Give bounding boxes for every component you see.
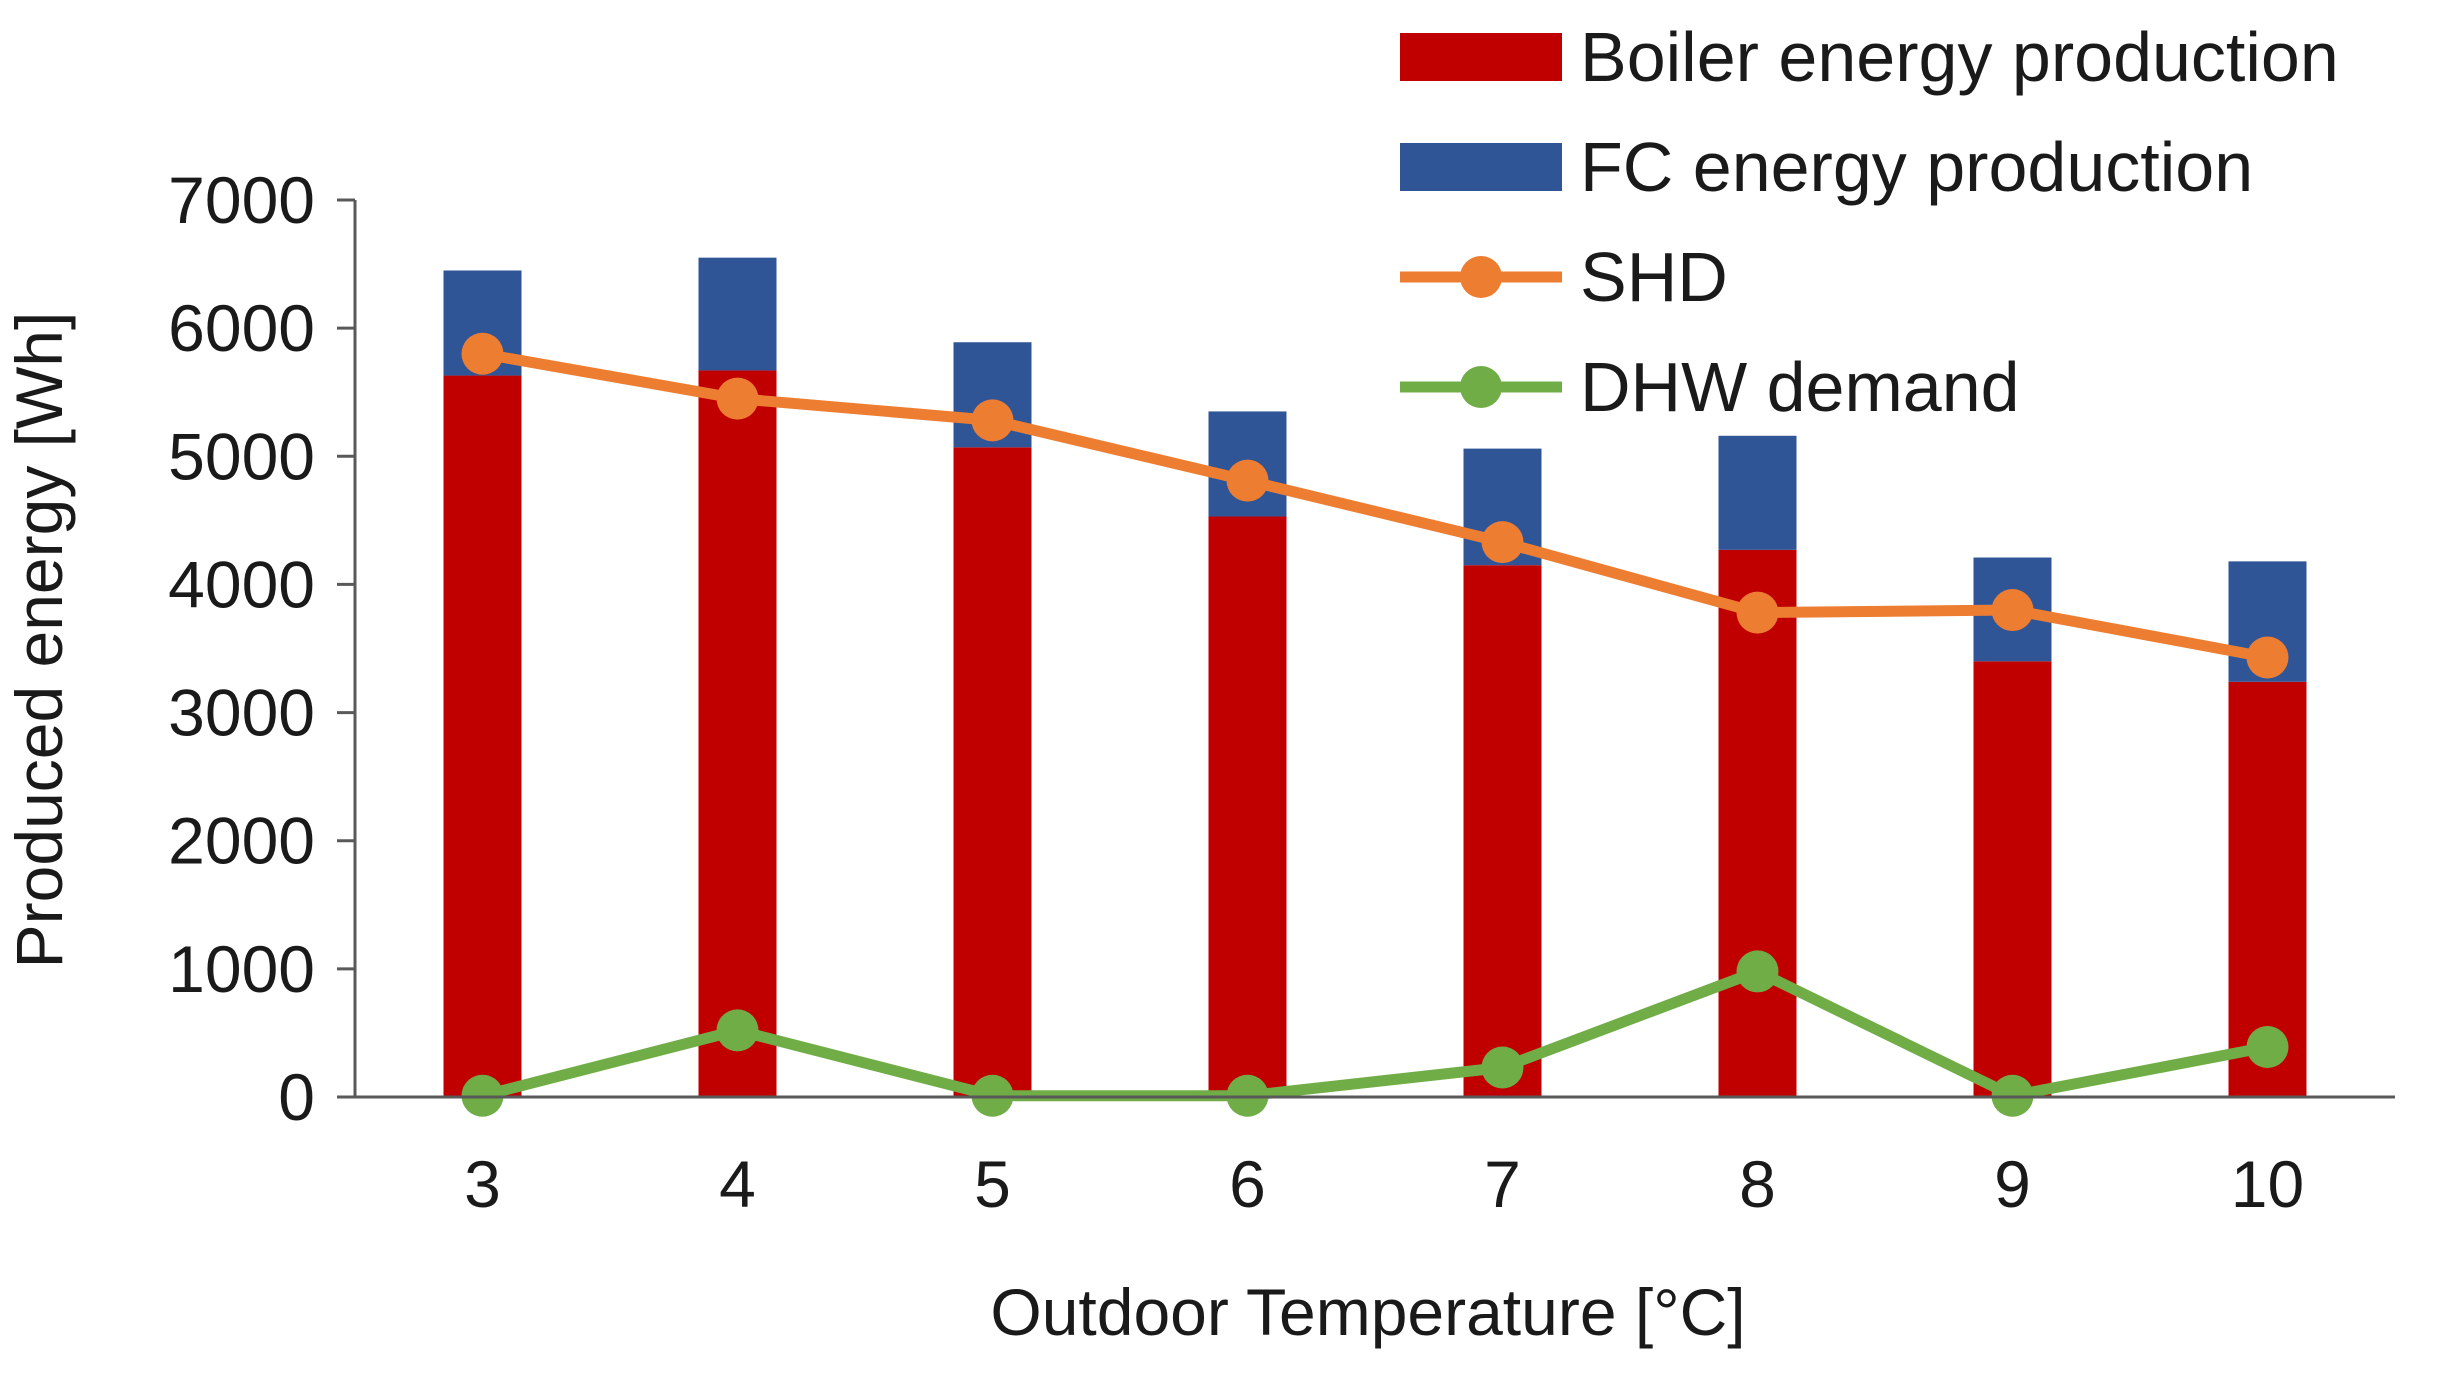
point-dhw-demand-10 [2246, 1026, 2289, 1069]
y-tick-label: 2000 [168, 804, 315, 878]
point-shd-5 [971, 399, 1014, 442]
x-tick-label: 4 [719, 1147, 756, 1221]
x-axis: 3 4 5 6 7 8 9 10 [355, 1095, 2395, 1221]
point-dhw-demand-4 [716, 1009, 759, 1052]
x-tick-label: 7 [1484, 1147, 1521, 1221]
legend-label-fc-energy-production: FC energy production [1580, 128, 2253, 206]
bar-boiler-energy-production-8 [1718, 549, 1797, 1097]
legend-marker-shd [1460, 256, 1502, 298]
x-tick-label: 8 [1739, 1147, 1776, 1221]
point-shd-8 [1736, 591, 1779, 634]
y-tick-label: 3000 [168, 676, 315, 750]
point-shd-10 [2246, 636, 2289, 679]
point-dhw-demand-7 [1481, 1046, 1524, 1089]
line-shd [481, 348, 2269, 663]
x-tick-label: 5 [974, 1147, 1011, 1221]
legend-label-dhw-demand: DHW demand [1580, 348, 2020, 426]
y-tick-label: 4000 [168, 547, 315, 621]
point-shd-3 [461, 332, 504, 375]
x-tick-label: 10 [2231, 1147, 2304, 1221]
x-tick-label: 9 [1994, 1147, 2031, 1221]
point-shd-4 [716, 377, 759, 420]
bar-fc-energy-production-8 [1718, 435, 1797, 550]
bar-boiler-energy-production-9 [1973, 661, 2052, 1097]
legend-swatch-boiler-energy-production [1400, 33, 1562, 81]
y-tick-label: 1000 [168, 932, 315, 1006]
point-dhw-demand-8 [1736, 950, 1779, 993]
y-tick-label: 7000 [168, 163, 315, 237]
bar-fc-energy-production-4 [698, 257, 777, 371]
point-shd-9 [1991, 589, 2034, 632]
bar-boiler-energy-production-5 [953, 447, 1032, 1098]
bar-boiler-energy-production-6 [1208, 516, 1287, 1097]
bar-boiler-energy-production-7 [1463, 565, 1542, 1097]
y-tick-label: 0 [278, 1060, 315, 1134]
y-axis-title: Produced energy [Wh] [2, 312, 76, 969]
x-tick-label: 6 [1229, 1147, 1266, 1221]
plot-area [443, 257, 2307, 1117]
legend: Boiler energy production FC energy produc… [1400, 18, 2339, 426]
legend-label-boiler-energy-production: Boiler energy production [1580, 18, 2339, 96]
legend-label-shd: SHD [1580, 238, 1728, 316]
x-axis-title: Outdoor Temperature [°C] [990, 1275, 1745, 1349]
y-tick-label: 6000 [168, 291, 315, 365]
y-axis: 0 1000 2000 3000 4000 5000 6000 7000 [168, 163, 357, 1134]
line-dhw-demand [481, 965, 2269, 1102]
x-tick-label: 3 [464, 1147, 501, 1221]
point-shd-6 [1226, 459, 1269, 502]
bar-boiler-energy-production-3 [443, 375, 522, 1097]
legend-swatch-fc-energy-production [1400, 143, 1562, 191]
point-shd-7 [1481, 521, 1524, 564]
legend-marker-dhw-demand [1460, 366, 1502, 408]
y-tick-label: 5000 [168, 419, 315, 493]
bar-boiler-energy-production-4 [698, 370, 777, 1097]
